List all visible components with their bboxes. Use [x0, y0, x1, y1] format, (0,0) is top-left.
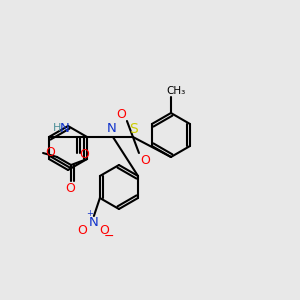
Text: −: − — [103, 230, 114, 242]
Text: H: H — [53, 123, 61, 133]
Text: O: O — [65, 182, 75, 194]
Text: N: N — [89, 217, 99, 230]
Text: O: O — [79, 148, 89, 160]
Text: O: O — [45, 146, 55, 158]
Text: N: N — [107, 122, 117, 136]
Text: S: S — [130, 122, 138, 136]
Text: O: O — [77, 224, 87, 238]
Text: N: N — [60, 122, 70, 136]
Text: O: O — [116, 107, 126, 121]
Text: +: + — [86, 209, 93, 218]
Text: CH₃: CH₃ — [166, 86, 186, 96]
Text: O: O — [140, 154, 150, 166]
Text: O: O — [99, 224, 109, 238]
